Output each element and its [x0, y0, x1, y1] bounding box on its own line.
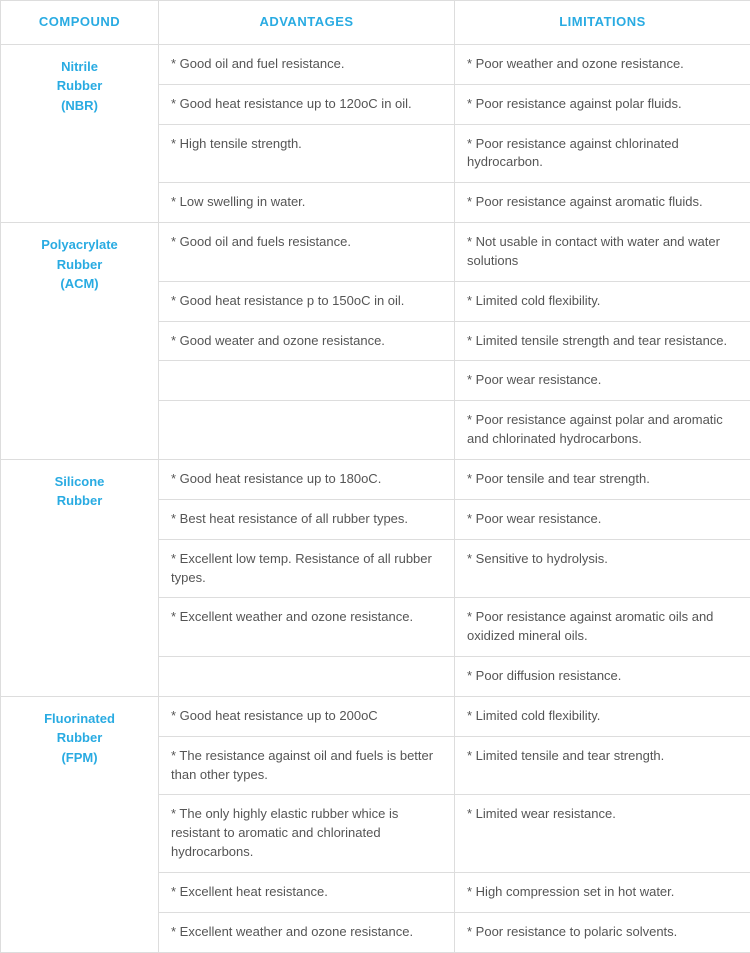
advantage-cell: * Good heat resistance up to 200oC: [159, 696, 455, 736]
compound-name-line: (ACM): [60, 276, 98, 291]
compound-name-line: Rubber: [57, 730, 103, 745]
limitation-cell: * Limited cold flexibility.: [455, 696, 750, 736]
advantage-cell: * Best heat resistance of all rubber typ…: [159, 499, 455, 539]
col-header-advantages: ADVANTAGES: [159, 1, 455, 45]
compound-cell: Fluorinated Rubber (FPM): [1, 696, 159, 952]
advantage-cell: * High tensile strength.: [159, 124, 455, 183]
compound-name-line: Rubber: [57, 78, 103, 93]
advantage-cell: * Low swelling in water.: [159, 183, 455, 223]
advantage-cell: [159, 401, 455, 460]
advantage-cell: [159, 361, 455, 401]
table-row: PolyacrylateRubber(ACM)* Good oil and fu…: [1, 223, 750, 282]
limitation-cell: * Poor wear resistance.: [455, 499, 750, 539]
limitation-cell: * Poor resistance against polar fluids.: [455, 84, 750, 124]
advantage-cell: * The only highly elastic rubber whice i…: [159, 795, 455, 873]
advantage-cell: * Excellent weather and ozone resistance…: [159, 598, 455, 657]
limitation-cell: * Poor resistance against chlorinated hy…: [455, 124, 750, 183]
advantage-cell: * Good heat resistance up to 120oC in oi…: [159, 84, 455, 124]
advantage-cell: * Good heat resistance p to 150oC in oil…: [159, 281, 455, 321]
limitation-cell: * Poor weather and ozone resistance.: [455, 44, 750, 84]
table-row: NitrileRubber(NBR)* Good oil and fuel re…: [1, 44, 750, 84]
table-body: Nitrile Rubber (NBR) * Good oil and fuel re…: [1, 44, 750, 952]
limitation-cell: * Poor tensile and tear strength.: [455, 459, 750, 499]
advantage-cell: * Good heat resistance up to 180oC.: [159, 459, 455, 499]
compound-cell: Polyacrylate Rubber (ACM): [1, 223, 159, 460]
compound-name-line: Rubber: [57, 257, 103, 272]
rubber-compound-table: COMPOUND ADVANTAGES LIMITATIONS Nitrile R…: [0, 0, 750, 953]
limitation-cell: * Limited tensile strength and tear resi…: [455, 321, 750, 361]
advantage-cell: * Good oil and fuel resistance.: [159, 44, 455, 84]
advantage-cell: * Excellent weather and ozone resistance…: [159, 912, 455, 952]
advantage-cell: * The resistance against oil and fuels i…: [159, 736, 455, 795]
compound-name-line: Silicone: [55, 474, 105, 489]
limitation-cell: * Poor resistance to polaric solvents.: [455, 912, 750, 952]
compound-name-line: (FPM): [61, 750, 97, 765]
compound-name-line: Nitrile: [61, 59, 98, 74]
col-header-limitations: LIMITATIONS: [455, 1, 750, 45]
limitation-cell: * Poor resistance against polar and arom…: [455, 401, 750, 460]
advantage-cell: * Good weater and ozone resistance.: [159, 321, 455, 361]
limitation-cell: * Poor diffusion resistance.: [455, 657, 750, 697]
limitation-cell: * Limited cold flexibility.: [455, 281, 750, 321]
table-row: FluorinatedRubber(FPM)* Good heat resist…: [1, 696, 750, 736]
limitation-cell: * Poor resistance against aromatic oils …: [455, 598, 750, 657]
compound-name-line: Fluorinated: [44, 711, 115, 726]
compound-name-line: Rubber: [57, 493, 103, 508]
limitation-cell: * Not usable in contact with water and w…: [455, 223, 750, 282]
compound-cell: Nitrile Rubber (NBR): [1, 44, 159, 222]
col-header-compound: COMPOUND: [1, 1, 159, 45]
compound-cell: Silicone Rubber: [1, 459, 159, 696]
limitation-cell: * Sensitive to hydrolysis.: [455, 539, 750, 598]
advantage-cell: * Excellent heat resistance.: [159, 872, 455, 912]
limitation-cell: * Limited tensile and tear strength.: [455, 736, 750, 795]
compound-name-line: Polyacrylate: [41, 237, 118, 252]
advantage-cell: [159, 657, 455, 697]
table-row: SiliconeRubber* Good heat resistance up …: [1, 459, 750, 499]
limitation-cell: * Limited wear resistance.: [455, 795, 750, 873]
limitation-cell: * Poor wear resistance.: [455, 361, 750, 401]
table-header-row: COMPOUND ADVANTAGES LIMITATIONS: [1, 1, 750, 45]
limitation-cell: * High compression set in hot water.: [455, 872, 750, 912]
limitation-cell: * Poor resistance against aromatic fluid…: [455, 183, 750, 223]
advantage-cell: * Excellent low temp. Resistance of all …: [159, 539, 455, 598]
advantage-cell: * Good oil and fuels resistance.: [159, 223, 455, 282]
compound-name-line: (NBR): [61, 98, 98, 113]
